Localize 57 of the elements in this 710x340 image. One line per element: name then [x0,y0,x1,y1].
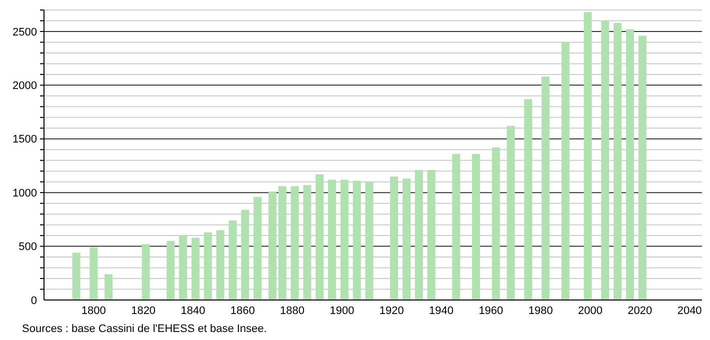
bar [390,176,398,300]
x-tick-label: 2040 [677,305,702,317]
bar [365,182,374,300]
y-tick-label: 500 [18,241,37,254]
x-tick-label: 1820 [131,305,156,317]
x-tick-label: 2000 [578,305,603,317]
bar [561,42,570,300]
x-tick-label: 1840 [180,305,206,317]
bar [204,232,212,300]
bar [340,180,348,300]
bar [278,186,286,300]
source-note: Sources : base Cassini de l'EHESS et base Insee. [22,323,267,335]
bar [614,22,622,300]
bar [524,99,532,300]
bar [452,154,460,300]
bar [472,154,480,300]
bar [542,76,550,300]
y-tick-label: 0 [30,294,37,307]
bar [352,180,361,300]
bar [179,236,188,300]
x-tick-label: 1940 [429,305,454,317]
x-tick-label: 1960 [478,305,504,317]
bar [268,192,276,300]
bar [72,252,80,300]
bar [492,147,500,300]
bar [191,238,200,300]
y-tick-label: 1500 [12,134,37,146]
bar [626,29,634,300]
bar [241,210,250,300]
y-tick-label: 2000 [12,80,37,92]
bar [290,186,299,300]
x-tick-label: 1800 [81,305,106,317]
bar [216,230,224,300]
bar [303,185,312,300]
x-tick-label: 1860 [230,305,255,317]
bar [601,20,610,300]
bar [638,36,646,300]
y-tick-label: 1000 [12,187,37,200]
bar [414,170,423,300]
x-tick-label: 2020 [628,305,652,317]
bar [254,196,262,300]
bar [427,170,436,300]
bar [166,240,175,300]
bar [228,220,237,300]
bar [584,12,592,300]
bar [316,174,324,300]
bar [104,274,113,300]
bar [142,244,150,300]
bar [402,178,411,300]
y-tick-label: 2500 [12,26,37,38]
bar [90,247,98,300]
bar [328,180,336,300]
x-tick-label: 1880 [280,305,305,317]
x-tick-label: 1920 [379,305,404,317]
x-tick-label: 1900 [330,305,354,317]
x-tick-label: 1980 [528,305,553,317]
bar [506,126,515,300]
